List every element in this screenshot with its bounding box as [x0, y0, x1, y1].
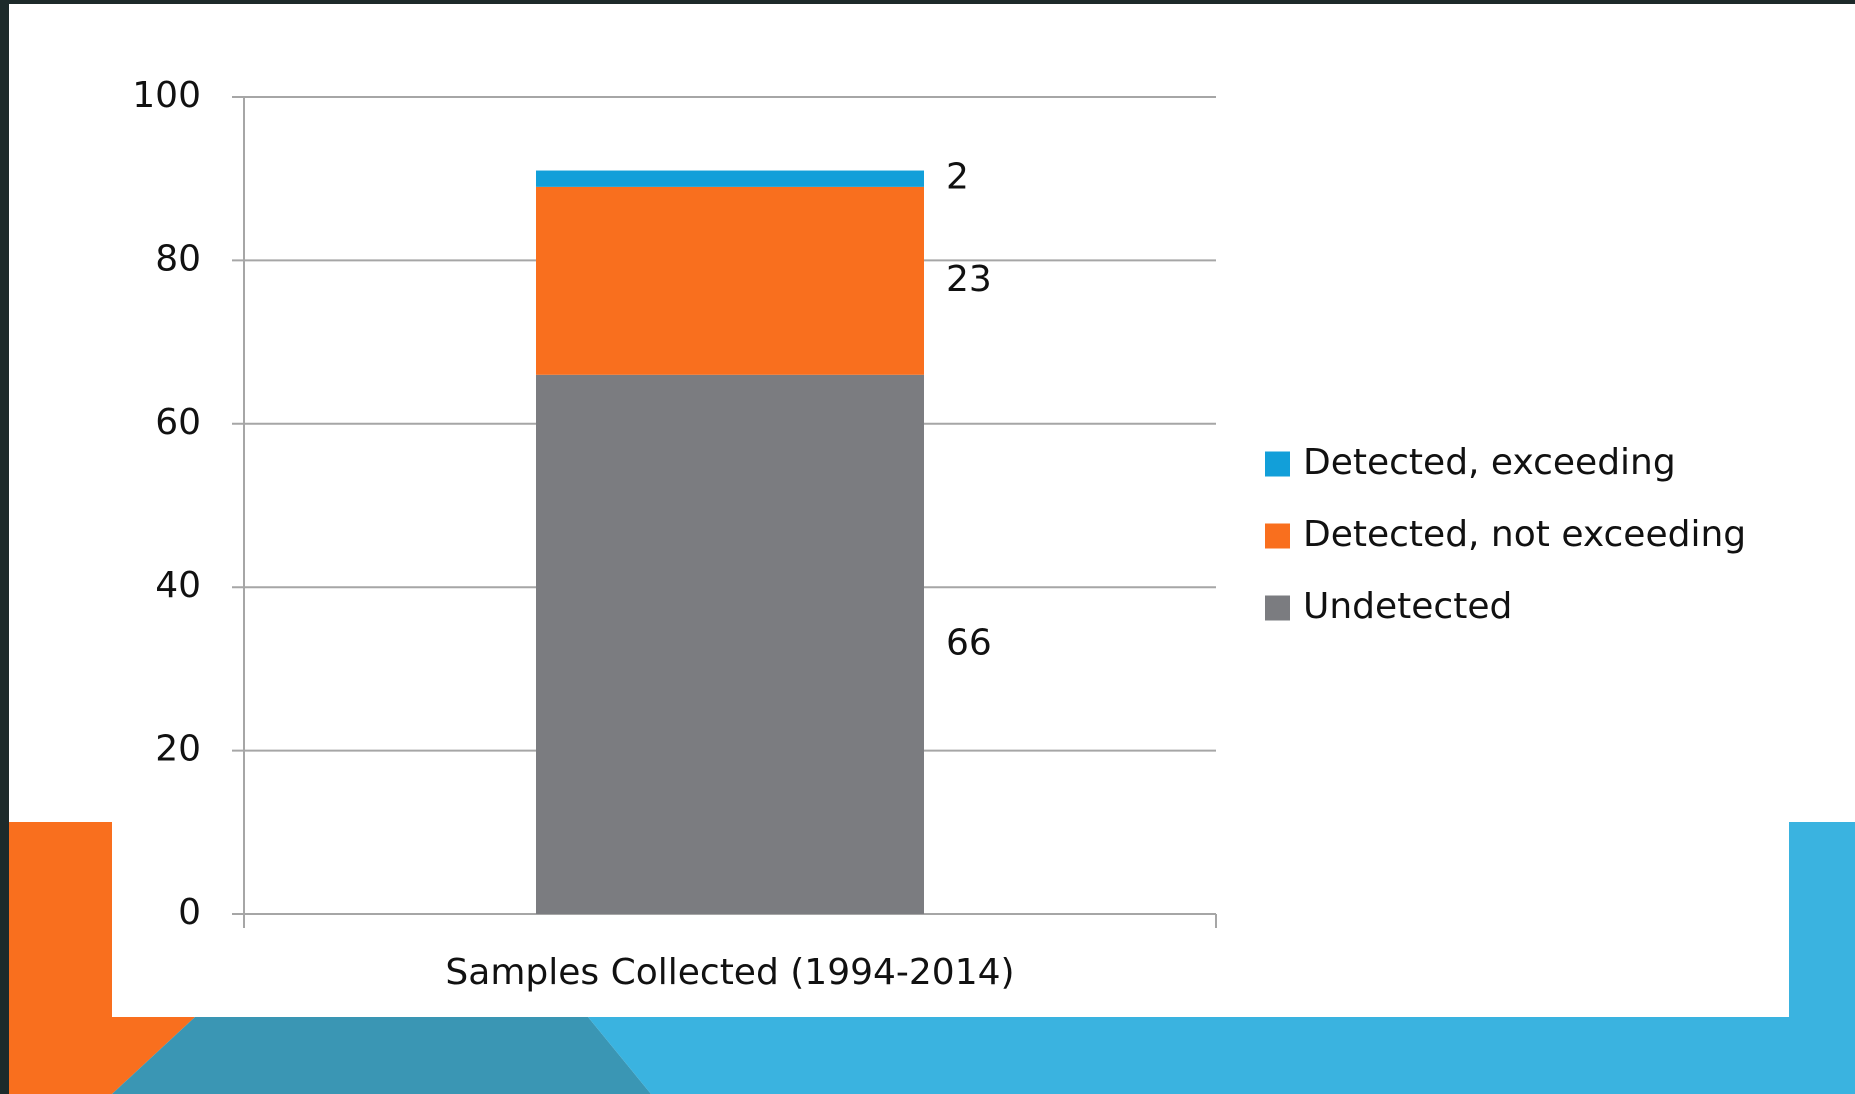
bar-segment: [536, 374, 924, 914]
bar-segment: [536, 170, 924, 187]
y-tick-label: 0: [178, 892, 201, 933]
data-label: 66: [946, 622, 992, 663]
legend-label: Undetected: [1303, 586, 1512, 627]
y-tick-label: 40: [155, 565, 201, 606]
y-tick-label: 80: [155, 238, 201, 279]
slide-background: [9, 4, 1855, 1094]
y-tick-label: 60: [155, 402, 201, 443]
decor-orange: [9, 822, 195, 1094]
legend-label: Detected, not exceeding: [1303, 514, 1746, 555]
legend-swatch: [1265, 523, 1290, 549]
legend-label: Detected, exceeding: [1303, 442, 1676, 483]
x-tick-label: Samples Collected (1994-2014): [445, 952, 1014, 993]
decor-teal: [112, 1017, 651, 1094]
y-tick-label: 20: [155, 729, 201, 770]
chart: 0 20 40 60 80 100 Samples Collected (1994-2014…: [132, 75, 1746, 993]
bar-segment: [536, 186, 924, 375]
legend-swatch: [1265, 595, 1290, 621]
y-tick-label: 100: [132, 75, 201, 116]
decor-blue: [588, 822, 1855, 1094]
legend-swatch: [1265, 451, 1290, 477]
data-label: 2: [946, 157, 969, 198]
data-label: 23: [946, 259, 992, 300]
